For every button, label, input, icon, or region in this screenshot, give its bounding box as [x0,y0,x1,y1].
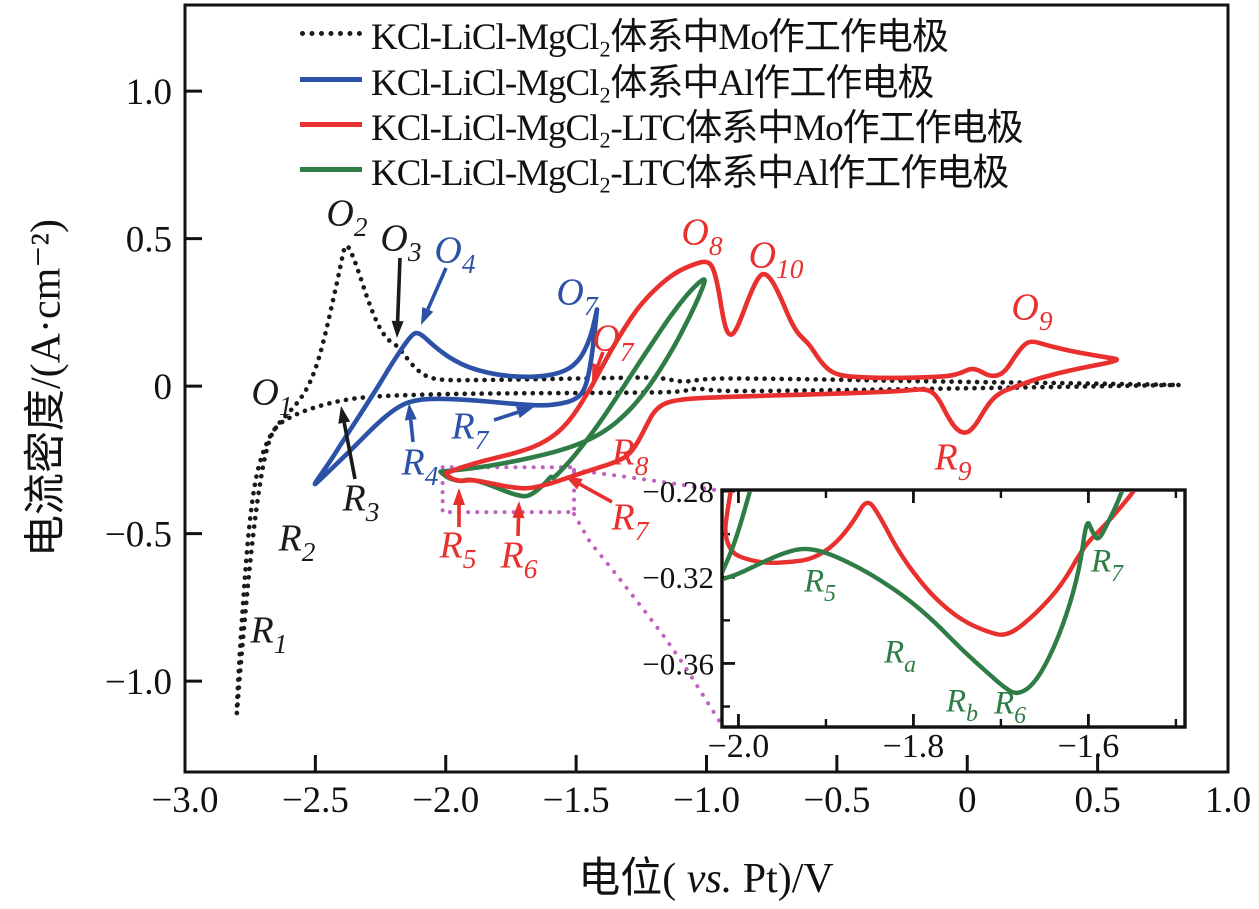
y-tick-label: 1.0 [126,72,172,113]
annotation-R9: R9 [934,436,972,486]
legend-item-al-no-ltc: KCl-LiCl-MgCl₂体系中Al作工作电极 [300,57,934,104]
legend-item-mo-ltc: KCl-LiCl-MgCl₂-LTC体系中Mo作工作电极 [300,102,1024,149]
legend-item-al-ltc: KCl-LiCl-MgCl₂-LTC体系中Al作工作电极 [300,147,1009,194]
annotation-O7-blue: O7 [556,271,598,321]
annotation-O4: O4 [434,229,475,279]
x-tick-label: −0.5 [803,780,870,821]
legend-label: KCl-LiCl-MgCl₂-LTC体系中Al作工作电极 [371,153,1009,194]
series-inset-Al-LTC-return [724,492,752,574]
annotation-O8: O8 [681,211,722,261]
series-Mo-in-KCl-LiCl-MgCl2-LTC [443,259,1120,491]
annotation-R7-red: R7 [611,496,650,546]
legend-green-line-sample [300,166,362,172]
x-tick-label: −1.5 [543,780,610,821]
annotation-R7-red-arrow-head [565,476,583,490]
y-tick-label: −1.0 [105,662,172,703]
series-inset-Al-LTC [724,492,1124,696]
annotation-R5: R5 [439,524,477,574]
annotation-O9: O9 [1011,286,1052,336]
annotation-R3-arrow-line [342,422,357,480]
annotation-O1: O1 [251,371,292,421]
zoom-region-rect [440,465,577,515]
x-tick-label: −2.0 [412,780,479,821]
annotation-inset-R6: R6 [993,686,1026,729]
legend-blue-line-sample [300,76,362,82]
zoom-connector-2 [572,512,722,724]
series-Al-in-KCl-LiCl-MgCl2 [312,307,600,487]
annotation-R3-arrow-head [338,406,351,424]
x-tick-label: 0 [958,780,977,821]
x-axis-title: 电位( vs. Pt)/V [476,844,936,905]
inset-x-tick-label: −1.6 [1058,728,1120,765]
legend-label: KCl-LiCl-MgCl₂体系中Mo作工作电极 [371,17,949,58]
x-axis-title-suffix: Pt)/V [732,856,834,902]
inset-frame [720,488,1187,729]
annotation-O7-red-arrow-line [596,351,605,366]
inset-y-tick-label: −0.32 [642,560,714,595]
annotation-O10: O10 [749,234,804,284]
inset-curves [724,492,1136,696]
legend-dotted-line-sample [300,30,362,36]
legend-label: KCl-LiCl-MgCl₂体系中Al作工作电极 [371,63,934,104]
annotation-O2: O2 [326,192,367,242]
y-tick-label: 0.5 [126,220,172,261]
annotation-O3-arrow-line [395,257,402,322]
annotation-R1: R1 [250,609,288,659]
legend-label: KCl-LiCl-MgCl₂-LTC体系中Mo作工作电极 [371,108,1024,149]
series-Mo-in-KCl-LiCl-MgCl2 [234,243,1181,716]
legend-red-line-sample [300,121,362,127]
inset-y-tick-label: −0.28 [642,474,714,509]
annotation-inset-R5: R5 [803,564,836,607]
x-tick-label: −3.0 [151,780,218,821]
annotation-inset-Rb: Rb [945,684,978,727]
annotation-R3: R3 [342,477,380,527]
inset-y-tick-label: −0.36 [642,646,714,681]
y-axis-title: 电流密度/(A·cm⁻²) [23,218,70,558]
annotation-O7-red-arrow-head [592,363,604,381]
annotation-R2: R2 [278,517,316,567]
annotation-O4-arrow-line [426,267,448,311]
annotation-R4-arrow-head [404,403,417,421]
inset-x-tick-label: −1.8 [883,728,945,765]
annotation-R6-arrow-line [516,517,521,537]
annotation-R5-arrow-head [453,488,465,505]
x-tick-label: 0.5 [1075,780,1121,821]
x-tick-label: 1.0 [1205,780,1251,821]
annotation-R8: R8 [611,431,649,481]
annotation-O3-arrow-head [391,320,404,338]
annotation-R7-blue-arrow-line [493,410,519,422]
x-tick-label: −1.0 [673,780,740,821]
x-axis-title-prefix: 电位( [578,856,687,902]
annotation-R7-blue: R7 [451,405,490,455]
annotation-R6: R6 [500,534,538,584]
annotation-R6-arrow-head [512,501,525,519]
annotation-R4: R4 [401,441,439,491]
annotation-inset-R7: R7 [1090,544,1124,587]
inset-x-tick-label: −2.0 [708,728,770,765]
x-tick-label: −2.5 [282,780,349,821]
legend-item-mo-no-ltc: KCl-LiCl-MgCl₂体系中Mo作工作电极 [300,11,949,58]
annotation-O7-red: O7 [592,317,634,367]
annotation-O4-arrow-head [421,307,434,325]
annotation-inset-Ra: Ra [883,635,916,678]
zoom-connector-1 [572,468,724,493]
series-Al-in-KCl-LiCl-MgCl2-LTC [438,277,707,499]
annotation-R4-arrow-line [408,419,415,443]
annotation-R7-blue-arrow-head [516,406,534,418]
x-axis-title-vs: vs. [686,856,733,902]
annotation-O3: O3 [380,217,421,267]
y-tick-label: −0.5 [105,515,172,556]
annotation-R7-red-arrow-line [579,482,613,504]
y-tick-label: 0 [154,367,173,408]
